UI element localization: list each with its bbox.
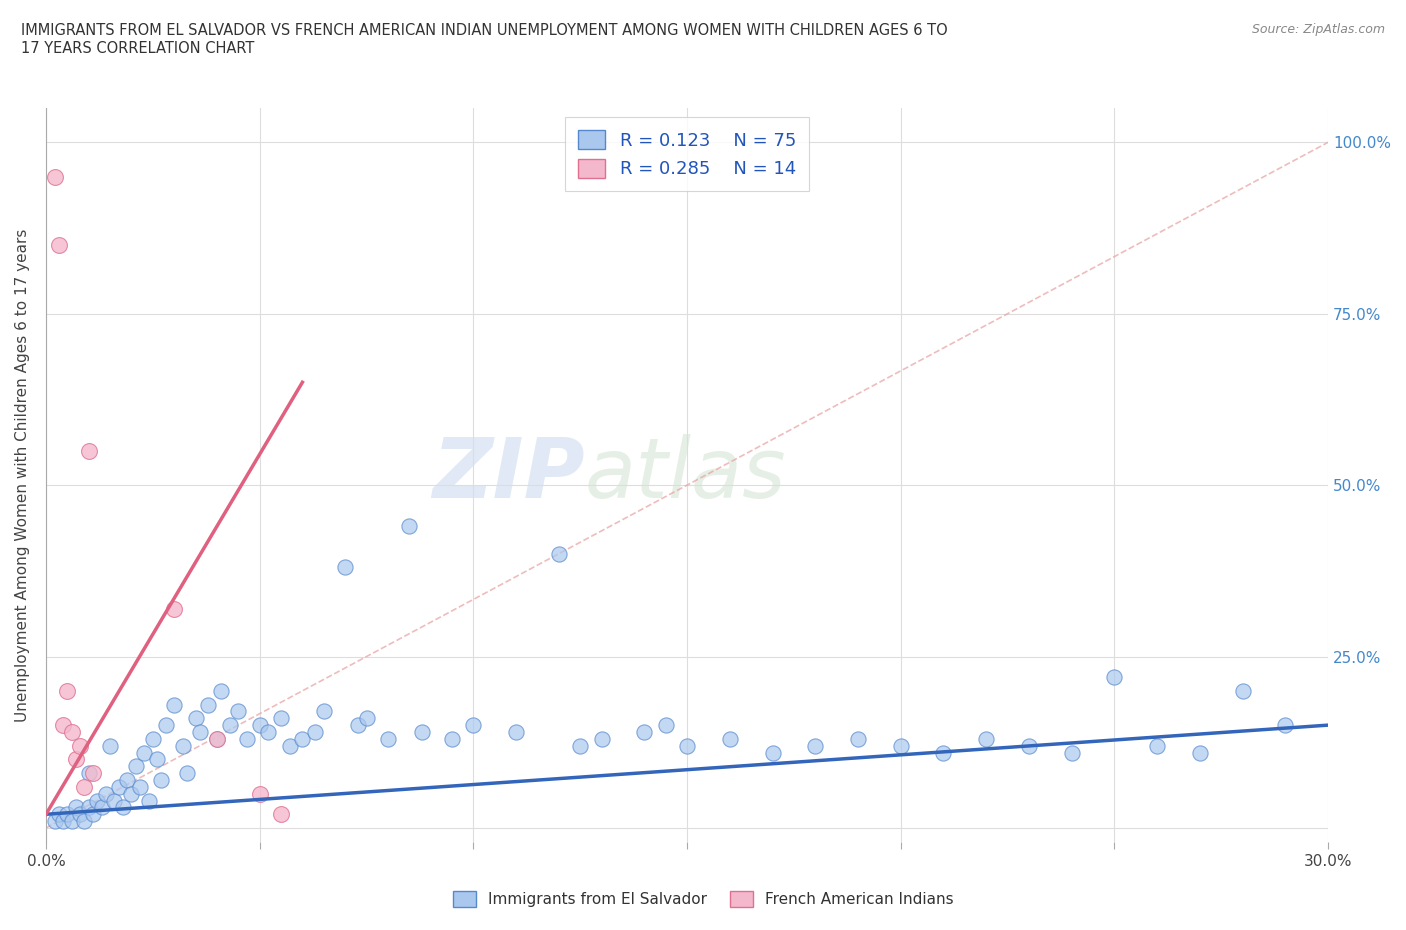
Point [163,601,186,616]
Point [146,752,169,767]
Point [163,698,186,712]
Point [111,800,134,815]
Point [1188,745,1211,760]
Point [48,807,70,822]
Point [205,731,228,746]
Text: ZIP: ZIP [432,434,585,515]
Point [48,238,70,253]
Point [463,718,485,733]
Point [69,738,91,753]
Point [356,711,378,725]
Point [654,718,676,733]
Point [188,724,211,739]
Point [761,745,783,760]
Point [236,731,259,746]
Point [347,718,370,733]
Point [218,718,240,733]
Point [304,724,326,739]
Point [44,814,66,829]
Point [1018,738,1040,753]
Point [270,711,292,725]
Point [411,724,433,739]
Point [278,738,301,753]
Point [547,546,569,561]
Point [569,738,592,753]
Point [184,711,207,725]
Point [52,814,75,829]
Point [633,724,655,739]
Point [82,765,104,780]
Point [974,731,997,746]
Point [115,773,138,788]
Point [270,807,292,822]
Point [1274,718,1296,733]
Legend: R = 0.123    N = 75, R = 0.285    N = 14: R = 0.123 N = 75, R = 0.285 N = 14 [565,117,808,191]
Point [60,814,83,829]
Point [398,519,420,534]
Point [1146,738,1168,753]
Point [890,738,912,753]
Point [150,773,173,788]
Point [52,718,75,733]
Point [1104,670,1126,684]
Point [82,807,104,822]
Point [103,793,125,808]
Point [205,731,228,746]
Point [804,738,827,753]
Point [120,786,142,801]
Point [107,779,129,794]
Point [846,731,869,746]
Point [129,779,152,794]
Y-axis label: Unemployment Among Women with Children Ages 6 to 17 years: Unemployment Among Women with Children A… [15,228,30,722]
Text: IMMIGRANTS FROM EL SALVADOR VS FRENCH AMERICAN INDIAN UNEMPLOYMENT AMONG WOMEN W: IMMIGRANTS FROM EL SALVADOR VS FRENCH AM… [21,23,948,56]
Point [932,745,955,760]
Point [312,704,335,719]
Point [209,684,232,698]
Point [257,724,280,739]
Point [718,731,741,746]
Point [86,793,108,808]
Point [249,718,271,733]
Point [77,444,100,458]
Point [505,724,527,739]
Point [172,738,194,753]
Point [676,738,699,753]
Text: Source: ZipAtlas.com: Source: ZipAtlas.com [1251,23,1385,36]
Point [65,752,87,767]
Point [134,745,156,760]
Point [56,684,79,698]
Point [1232,684,1254,698]
Point [591,731,613,746]
Point [73,814,96,829]
Point [94,786,117,801]
Point [44,169,66,184]
Point [56,807,79,822]
Point [138,793,160,808]
Point [98,738,121,753]
Point [142,731,165,746]
Point [77,765,100,780]
Point [1060,745,1083,760]
Point [377,731,399,746]
Point [333,560,356,575]
Point [90,800,112,815]
Point [125,759,148,774]
Point [65,800,87,815]
Point [77,800,100,815]
Text: atlas: atlas [585,434,786,515]
Point [197,698,219,712]
Point [226,704,249,719]
Point [440,731,463,746]
Point [69,807,91,822]
Point [60,724,83,739]
Legend: Immigrants from El Salvador, French American Indians: Immigrants from El Salvador, French Amer… [447,884,959,913]
Point [73,779,96,794]
Point [176,765,198,780]
Point [291,731,314,746]
Point [155,718,177,733]
Point [249,786,271,801]
